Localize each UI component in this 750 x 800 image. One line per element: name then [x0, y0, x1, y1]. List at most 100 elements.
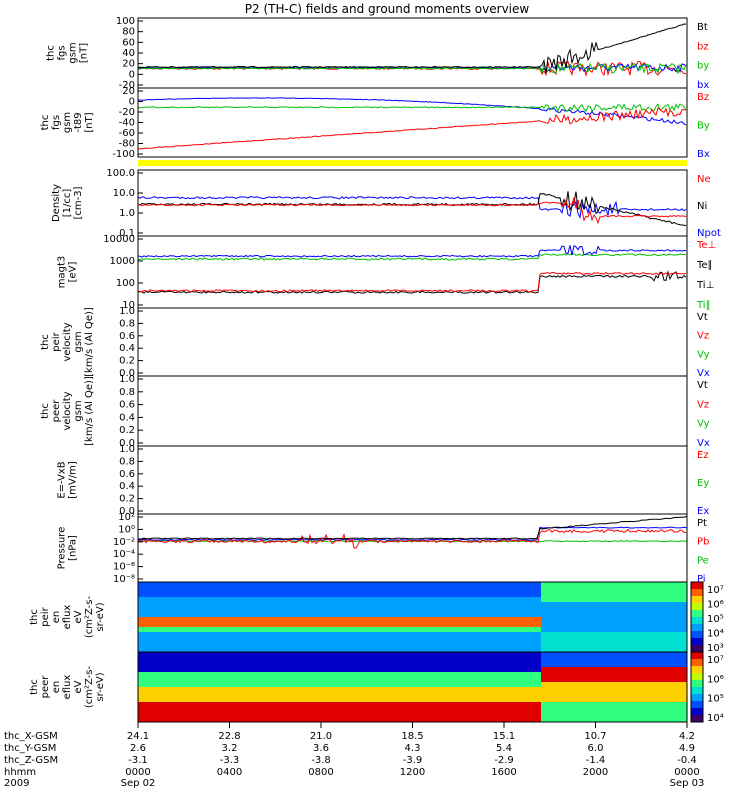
panel-peer-spec: thc peer en eflux eV (cm²Z-s-sr-eV)10⁷10⁶10⁵1…	[29, 651, 724, 724]
spec-cell	[138, 582, 541, 588]
separator-bar	[138, 160, 687, 166]
series-bx-line	[137, 97, 687, 126]
ytick-label: 0.6	[119, 400, 135, 411]
spec-cell	[138, 662, 541, 668]
spec-cell	[138, 592, 541, 598]
legend-entry: Vy	[697, 419, 710, 430]
spec-cell	[541, 627, 687, 633]
ylabel-line: peir	[51, 331, 62, 351]
ylabel-line: Pressure	[57, 527, 68, 570]
colorbar-label: 10⁴	[707, 713, 724, 724]
ytick-label: 10⁰	[118, 524, 135, 535]
legend-entry: Npot	[697, 228, 721, 239]
xaxis-cell: 0000	[674, 767, 699, 778]
ylabel-line: en	[51, 681, 62, 694]
colorbar-segment	[691, 701, 703, 709]
xaxis-cell: 24.1	[127, 731, 149, 742]
spec-cell	[138, 607, 541, 613]
legend-entry: Vz	[697, 331, 709, 342]
xaxis-row-label: 2009	[4, 778, 29, 789]
legend: Ez Ey Ex	[697, 450, 709, 517]
colorbar-segment	[691, 589, 703, 597]
legend-entry: Ey	[697, 478, 709, 489]
spec-cell	[541, 687, 687, 693]
spec-cell	[138, 717, 541, 723]
legend: Vt Vz Vy Vx	[697, 380, 710, 449]
legend: Bz By Bx	[697, 92, 710, 160]
series-npot-line	[137, 196, 687, 220]
legend-entry: Ex	[697, 506, 709, 517]
traces	[137, 191, 687, 227]
legend-entry: By	[697, 121, 710, 132]
ylabel-line: velocity	[62, 391, 73, 430]
ytick-label: 10000	[103, 234, 135, 245]
spec-cell	[138, 637, 541, 643]
spec-cell	[541, 672, 687, 678]
ylabel-line: [mV/m]	[68, 461, 79, 499]
ylabel-line: eV	[73, 610, 84, 623]
series-ti-perp-line	[137, 244, 687, 258]
ytick-label: -40	[119, 118, 135, 129]
ytick-label: 1.0	[119, 306, 135, 317]
colorbar-label: 10⁷	[707, 585, 724, 596]
ylabel-line: E=-VxB	[57, 461, 68, 498]
spec-cell	[138, 602, 541, 608]
xaxis-cell: -3.8	[311, 755, 331, 766]
colorbar-segment	[691, 638, 703, 646]
spec-cell	[138, 677, 541, 683]
ytick-label: 0.6	[119, 469, 135, 480]
xaxis-row-label: thc_Z-GSM	[4, 755, 58, 766]
legend-entry: Vz	[697, 399, 709, 410]
series-pt-line	[137, 515, 688, 540]
xaxis-row-label: thc_X-GSM	[4, 731, 58, 742]
colorbar-segment	[691, 673, 703, 681]
ylabel-line: magt3	[57, 256, 68, 289]
ytick-label: 1.0	[119, 374, 135, 385]
colorbar-segment	[691, 687, 703, 695]
xaxis-cell: 4.2	[679, 731, 695, 742]
xaxis-cell: -3.1	[128, 755, 148, 766]
colorbar-segment	[691, 652, 703, 660]
series-ti-par-line	[137, 253, 687, 261]
spec-cell	[541, 617, 687, 623]
panel-frame	[137, 307, 688, 377]
ytick-label: 10⁻⁶	[113, 562, 135, 573]
panel-efield: E=-VxB [mV/m] 1.00.8 0.60.4 0.20.0 Ez Ey Ex	[57, 444, 710, 517]
spec-cell	[138, 652, 541, 658]
colorbar-label: 10⁵	[707, 614, 724, 625]
colorbar-segment	[691, 659, 703, 667]
legend: Pt Pb Pe Pi	[697, 518, 709, 585]
legend-entry: Pb	[697, 537, 709, 548]
panel-frame	[137, 445, 688, 515]
xaxis-cell: 0400	[217, 767, 242, 778]
ytick-label: 10²	[118, 512, 135, 523]
spec-cell	[541, 677, 687, 683]
panel-peir-velocity: thc peir velocity gsm [km/s (Al Qe)] 1.00.8 0.…	[40, 306, 710, 379]
spec-cell	[138, 657, 541, 663]
colorbar-label: 10⁶	[707, 674, 724, 685]
panel-density: Density [1/cc] [cm-3] 100.0 10.0 1.0 0.1 Ne Ni Np…	[51, 168, 721, 239]
series-pb-line	[137, 528, 687, 549]
spec-cell	[541, 702, 687, 708]
colorbar-segment	[691, 610, 703, 618]
colorbar-segment	[691, 666, 703, 674]
ylabel-line: fgs	[51, 115, 62, 130]
traces	[137, 23, 687, 78]
ytick-label: -100	[112, 149, 135, 160]
legend-entry: Vx	[697, 368, 710, 379]
ylabel-line: gsm	[73, 331, 84, 352]
ytick-label: 0.1	[119, 228, 135, 239]
spec-cell	[138, 597, 541, 603]
ylabel-line: peer	[51, 399, 62, 423]
xaxis-cell: 4.3	[405, 743, 421, 754]
spec-cell	[138, 667, 541, 673]
xaxis-cell: 22.8	[218, 731, 240, 742]
ylabel-line: [nPa]	[68, 535, 79, 561]
spec-cell	[541, 657, 687, 663]
ytick-label: 0.4	[119, 412, 135, 423]
spec-cell	[541, 712, 687, 718]
ytick-label: 0.0	[119, 506, 135, 517]
series-te-perp-line	[138, 271, 687, 293]
colorbar-segment	[691, 631, 703, 639]
